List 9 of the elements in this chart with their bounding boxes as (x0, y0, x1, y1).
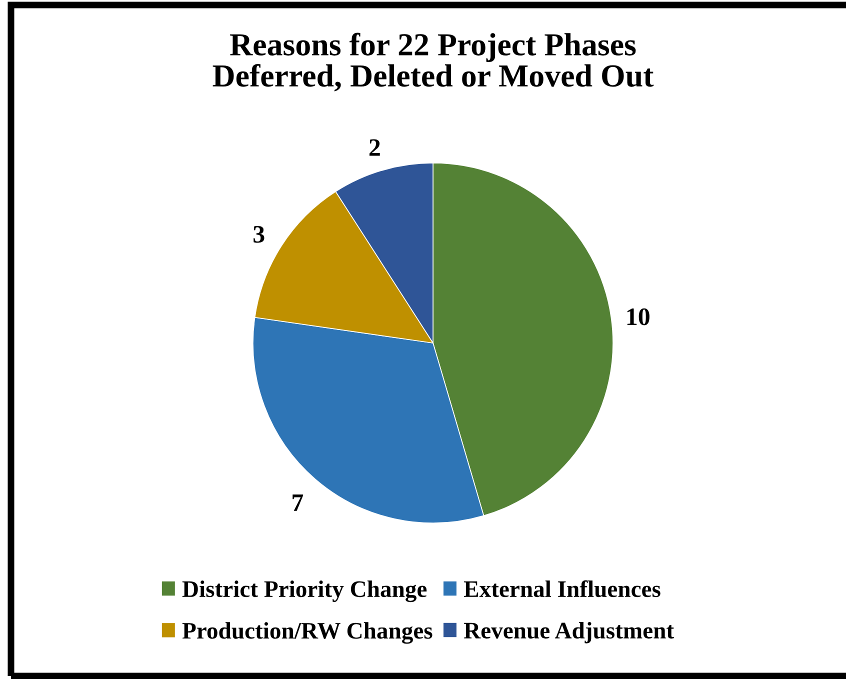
legend-label: Production/RW Changes (182, 622, 432, 644)
data-label: 3 (254, 226, 264, 243)
legend-label: Revenue Adjustment (464, 622, 674, 644)
legend-label: District Priority Change (182, 580, 427, 602)
legend-label: External Influences (464, 580, 660, 598)
data-label: 10 (627, 308, 650, 326)
data-label: 7 (292, 494, 304, 511)
data-label: 2 (369, 139, 380, 156)
chart-title: Reasons for 22 Project Phases Deferred, Deleted or Moved Out (212, 32, 654, 92)
